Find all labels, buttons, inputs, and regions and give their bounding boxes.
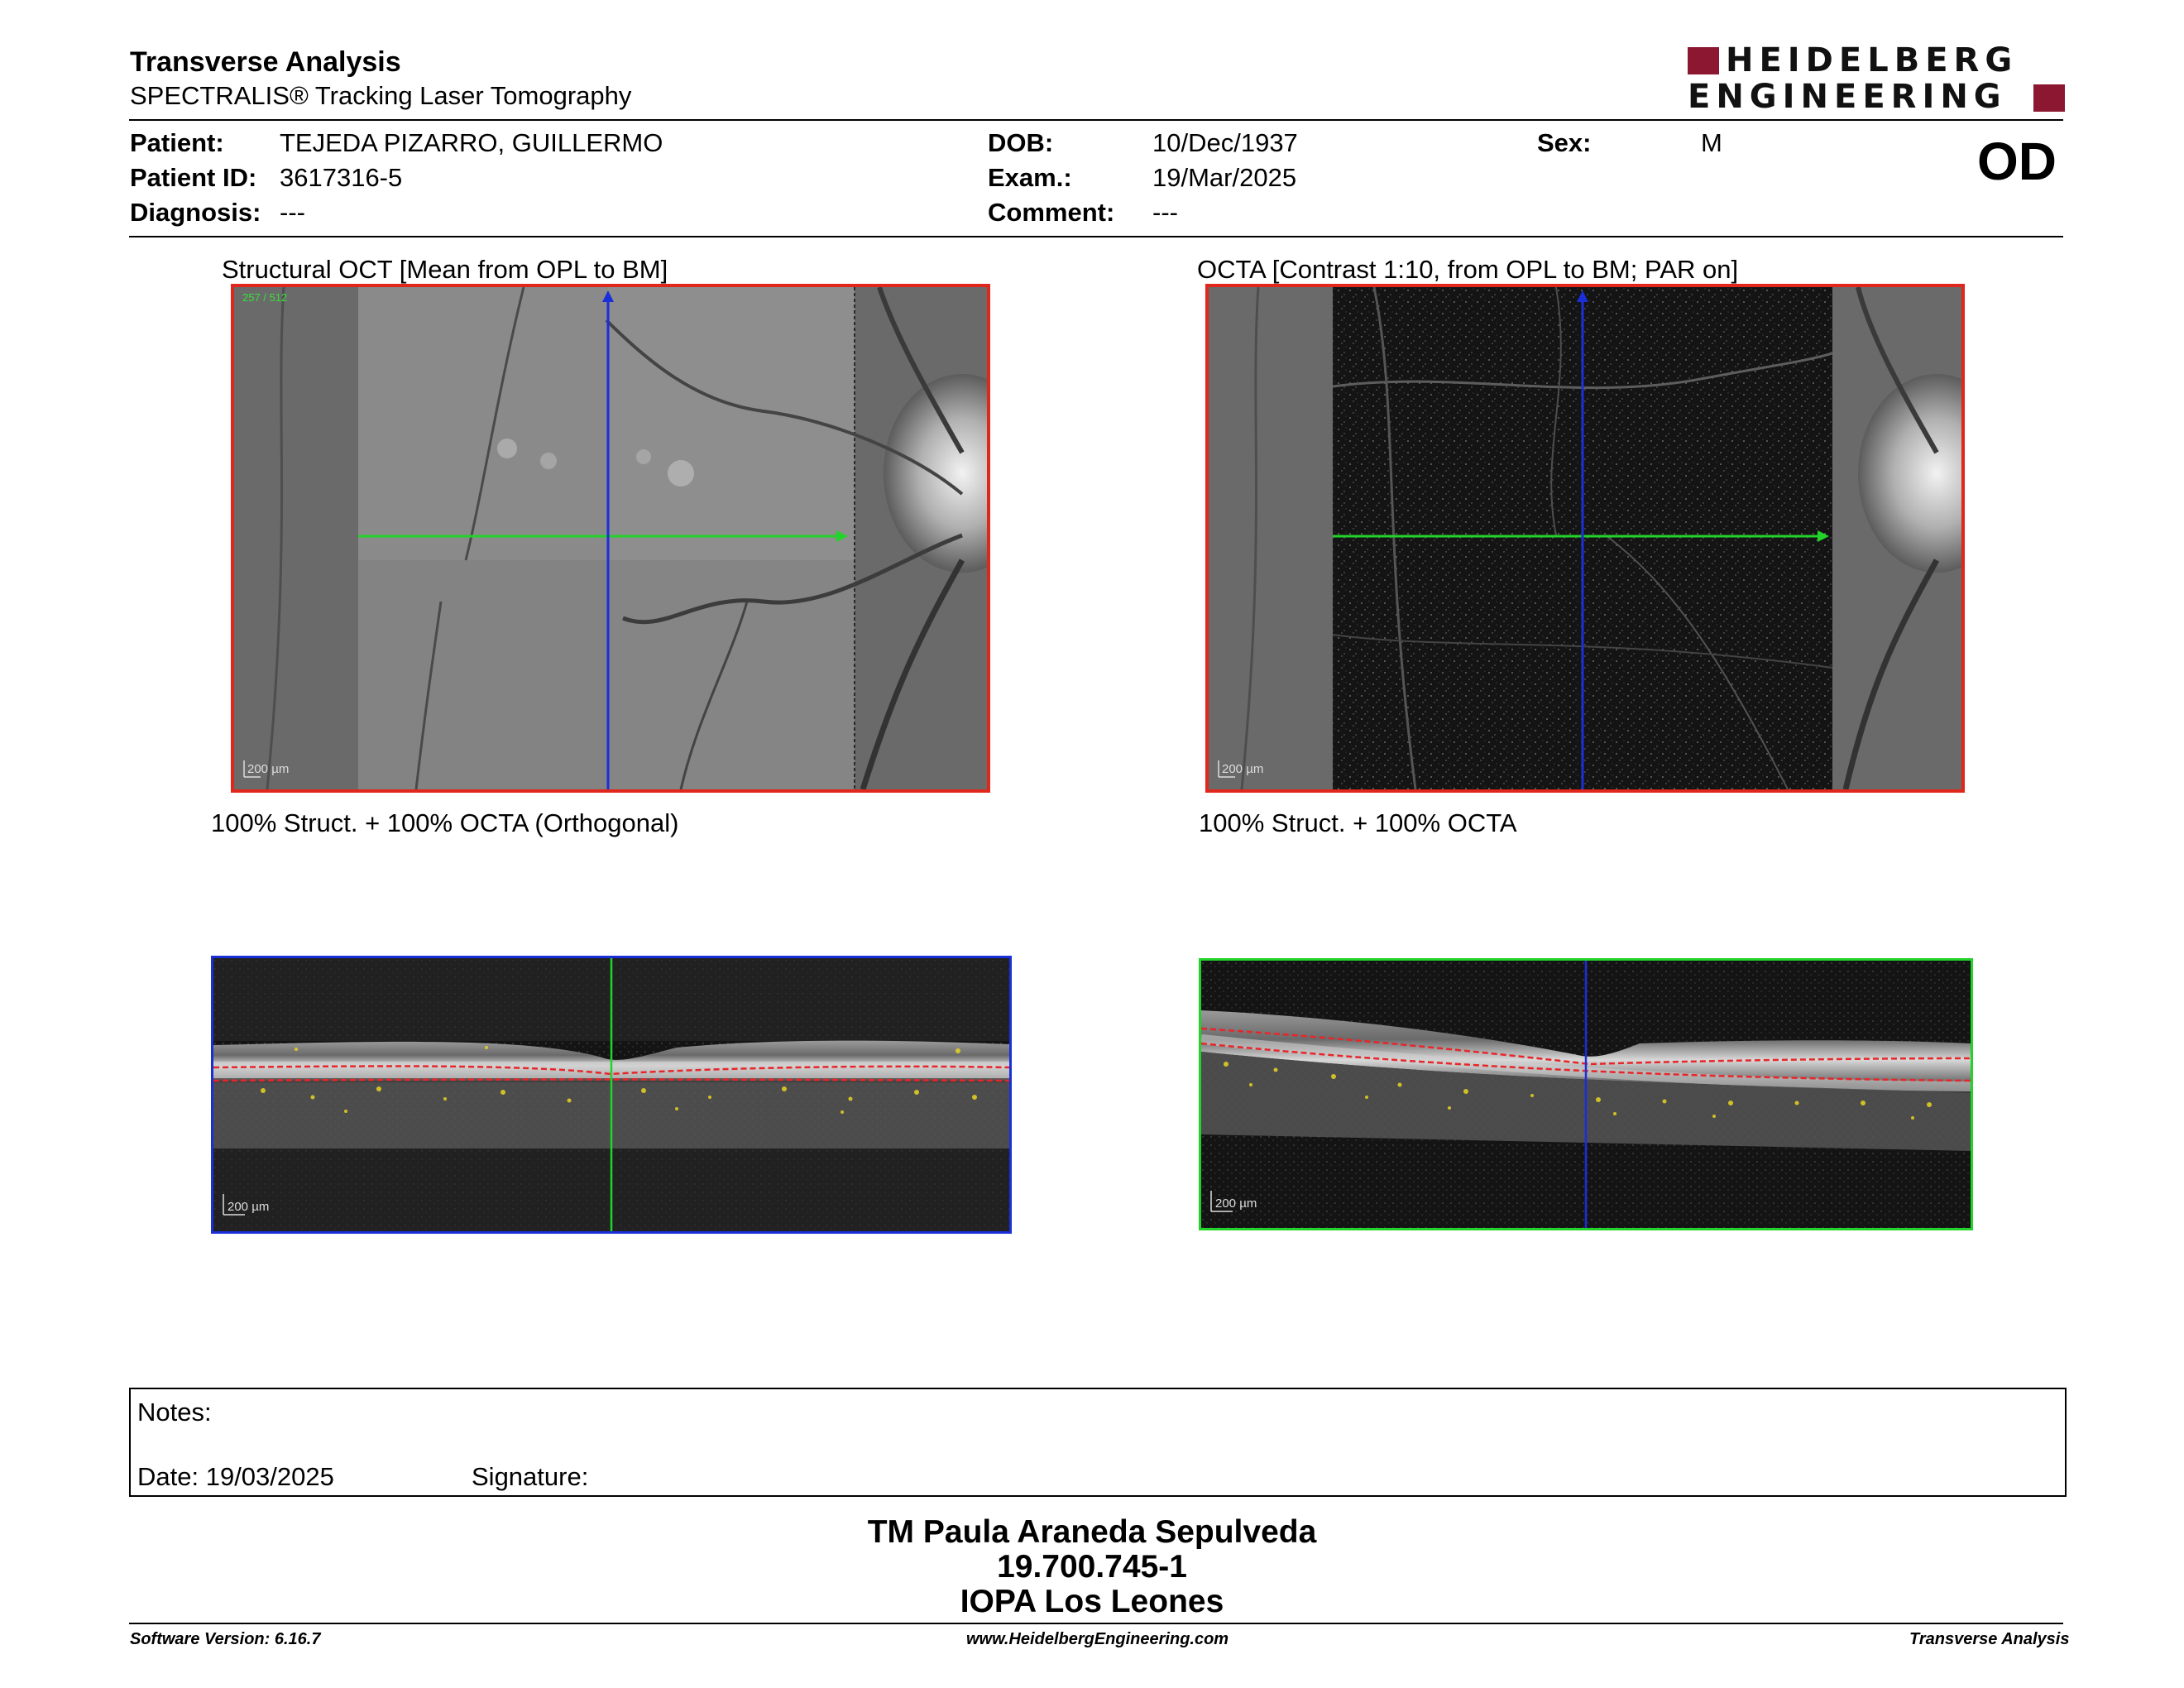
eye-laterality: OD xyxy=(1977,132,2057,191)
octa-graphic: 200 µm xyxy=(1209,287,1961,789)
patient-id: 3617316-5 xyxy=(280,163,403,192)
sex-value: M xyxy=(1701,128,1722,157)
dob-value: 10/Dec/1937 xyxy=(1152,128,1298,157)
website-link[interactable]: www.HeidelbergEngineering.com xyxy=(966,1630,1229,1648)
heidelberg-logo: HEIDELBERG ENGINEERING xyxy=(1688,41,2067,117)
octa-image[interactable]: 200 µm xyxy=(1205,284,1965,793)
notes-box[interactable]: Notes: Date: 19/03/2025 Signature: xyxy=(129,1388,2067,1497)
scale-bar-label: 200 µm xyxy=(247,762,289,776)
info-divider xyxy=(129,236,2063,237)
bscan-vertical-image[interactable]: 200 µm xyxy=(211,956,1012,1234)
exam-label: Exam.: xyxy=(988,163,1072,192)
software-version: Software Version: 6.16.7 xyxy=(130,1630,321,1648)
notes-label: Notes: xyxy=(137,1398,212,1427)
logo-square-icon xyxy=(2033,84,2065,112)
report-title: Transverse Analysis xyxy=(130,46,401,78)
exam-date: 19/Mar/2025 xyxy=(1152,163,1297,192)
structural-oct-image[interactable]: 257 / 512 200 µm xyxy=(231,284,990,793)
frame-counter: 257 / 512 xyxy=(242,291,287,304)
signer-institution: IOPA Los Leones xyxy=(960,1584,1224,1619)
octa-caption: OCTA [Contrast 1:10, from OPL to BM; PAR… xyxy=(1197,255,1739,284)
logo-line1: HEIDELBERG xyxy=(1726,41,2019,79)
scale-bar-label: 200 µm xyxy=(1222,762,1263,776)
report-type: Transverse Analysis xyxy=(1909,1630,2070,1648)
dob-label: DOB: xyxy=(988,128,1054,157)
logo-square-icon xyxy=(1688,47,1719,74)
signer-rut: 19.700.745-1 xyxy=(997,1549,1187,1585)
patient-id-label: Patient ID: xyxy=(130,163,257,192)
signature-label: Signature: xyxy=(472,1462,589,1491)
footer-divider xyxy=(129,1623,2063,1624)
signer-name: TM Paula Araneda Sepulveda xyxy=(867,1514,1317,1550)
bscan-horizontal-image[interactable]: 200 µm xyxy=(1199,958,1973,1230)
sex-label: Sex: xyxy=(1537,128,1592,157)
octa-overlay-caption: 100% Struct. + 100% OCTA xyxy=(1199,808,1517,837)
scale-bar-label: 200 µm xyxy=(1215,1196,1257,1211)
structural-oct-graphic: 257 / 512 200 µm xyxy=(234,287,987,789)
bscan-vertical-graphic: 200 µm xyxy=(213,958,1009,1231)
comment-label: Comment: xyxy=(988,198,1115,227)
date-label: Date: 19/03/2025 xyxy=(137,1462,334,1491)
diagnosis-label: Diagnosis: xyxy=(130,198,261,227)
bscan-horizontal-graphic: 200 µm xyxy=(1201,961,1971,1228)
comment-value: --- xyxy=(1152,198,1178,227)
report-subtitle: SPECTRALIS® Tracking Laser Tomography xyxy=(130,81,632,110)
diagnosis-value: --- xyxy=(280,198,305,227)
structural-overlay-caption: 100% Struct. + 100% OCTA (Orthogonal) xyxy=(211,808,679,837)
patient-label: Patient: xyxy=(130,128,224,157)
scale-bar-label: 200 µm xyxy=(228,1200,269,1214)
header-divider xyxy=(129,119,2063,121)
patient-name: TEJEDA PIZARRO, GUILLERMO xyxy=(280,128,663,157)
logo-line2: ENGINEERING xyxy=(1688,78,2007,116)
structural-oct-caption: Structural OCT [Mean from OPL to BM] xyxy=(222,255,668,284)
